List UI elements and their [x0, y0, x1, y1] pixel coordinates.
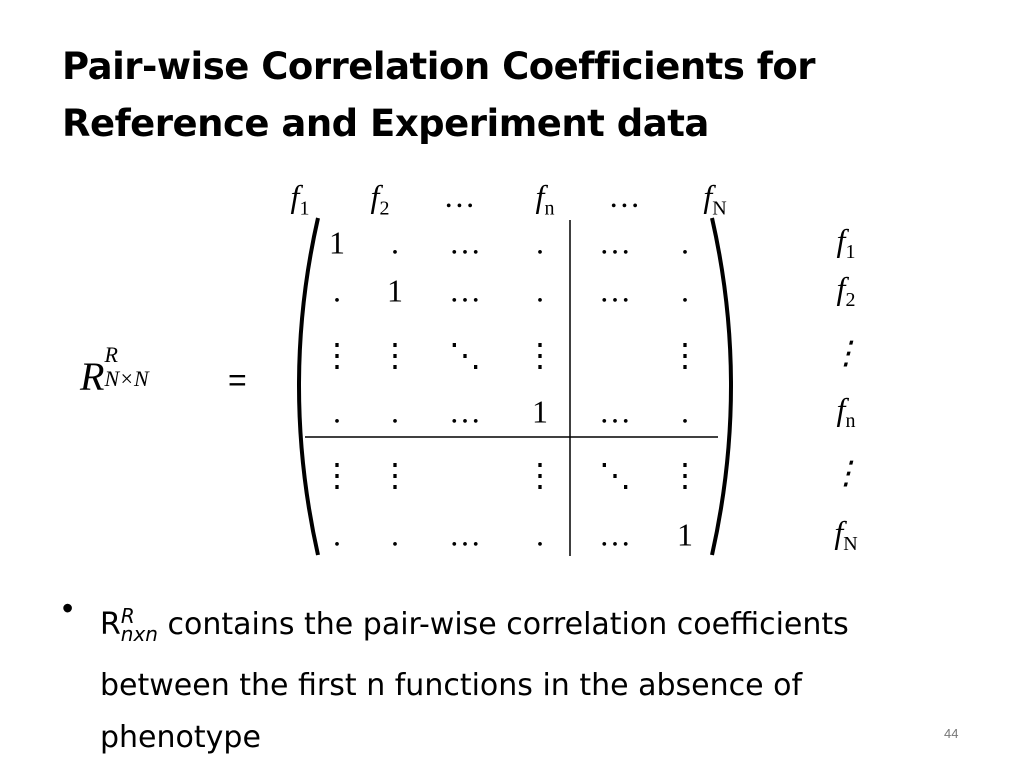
- row-label: f2: [836, 269, 856, 312]
- matrix-cell: ⋱: [449, 337, 481, 373]
- row-label: ⋮: [830, 334, 862, 371]
- matrix-cell: ⋮: [321, 457, 353, 493]
- matrix-cell: .: [536, 224, 544, 261]
- lhs-sup: R: [104, 342, 118, 367]
- column-header: …: [445, 178, 475, 214]
- matrix-cell: .: [681, 272, 689, 309]
- matrix-cell: …: [449, 272, 481, 309]
- matrix-cell: 1: [677, 516, 693, 553]
- matrix-cell: .: [681, 393, 689, 430]
- matrix-cell: 1: [329, 224, 345, 261]
- matrix-cell: .: [681, 224, 689, 261]
- matrix-cell: …: [449, 516, 481, 553]
- bullet-symbol: •: [62, 590, 74, 626]
- bullet-text: RRnxn contains the pair-wise correlation…: [100, 590, 960, 764]
- matrix-cell: ⋮: [669, 337, 701, 373]
- matrix-cell: .: [391, 516, 399, 553]
- matrix-cell: …: [449, 393, 481, 430]
- matrix-cell: .: [391, 393, 399, 430]
- bullet-sup: R: [120, 604, 135, 628]
- title-line-1: Pair-wise Correlation Coefficients for: [62, 45, 816, 88]
- matrix-cell: 1: [387, 272, 403, 309]
- matrix-cell: ⋮: [379, 337, 411, 373]
- matrix-cell: …: [599, 516, 631, 553]
- title-line-2: Reference and Experiment data: [62, 102, 709, 145]
- bullet-r: R: [100, 607, 121, 642]
- matrix-cell: .: [536, 272, 544, 309]
- matrix-cell: …: [599, 393, 631, 430]
- slide-title: Pair-wise Correlation Coefficients for R…: [62, 38, 816, 152]
- matrix-cell: 1: [532, 393, 548, 430]
- matrix-cell: ⋮: [379, 457, 411, 493]
- row-label: ⋮: [830, 454, 862, 491]
- matrix-cell: .: [391, 224, 399, 261]
- matrix-cell: ⋮: [524, 457, 556, 493]
- matrix-cell: .: [333, 516, 341, 553]
- column-header: fN: [703, 178, 727, 220]
- matrix-lhs: R R N×N: [80, 342, 184, 400]
- right-paren: [710, 217, 733, 556]
- lhs-sub: N×N: [104, 366, 149, 391]
- matrix-cell: ⋱: [599, 457, 631, 493]
- column-header: fn: [535, 178, 555, 220]
- column-header: f1: [290, 178, 310, 220]
- matrix-cell: .: [333, 393, 341, 430]
- matrix-cell: …: [599, 272, 631, 309]
- lhs-base: R: [80, 354, 105, 399]
- matrix-cell: .: [333, 272, 341, 309]
- row-label: fn: [836, 390, 856, 433]
- matrix-cell: …: [449, 224, 481, 261]
- column-header: …: [610, 178, 640, 214]
- matrix-cell: ⋮: [524, 337, 556, 373]
- matrix-cell: ⋮: [321, 337, 353, 373]
- left-paren: [297, 217, 320, 556]
- page-number: 44: [944, 726, 959, 741]
- matrix-cell: …: [599, 224, 631, 261]
- row-label: f1: [836, 221, 856, 264]
- row-label: fN: [834, 513, 858, 556]
- bullet-body: contains the pair-wise correlation coeff…: [100, 607, 849, 755]
- equals-sign: =: [228, 362, 247, 398]
- matrix-cell: ⋮: [669, 457, 701, 493]
- column-header: f2: [370, 178, 390, 220]
- bullet-sub: nxn: [120, 622, 158, 646]
- matrix-cell: .: [536, 516, 544, 553]
